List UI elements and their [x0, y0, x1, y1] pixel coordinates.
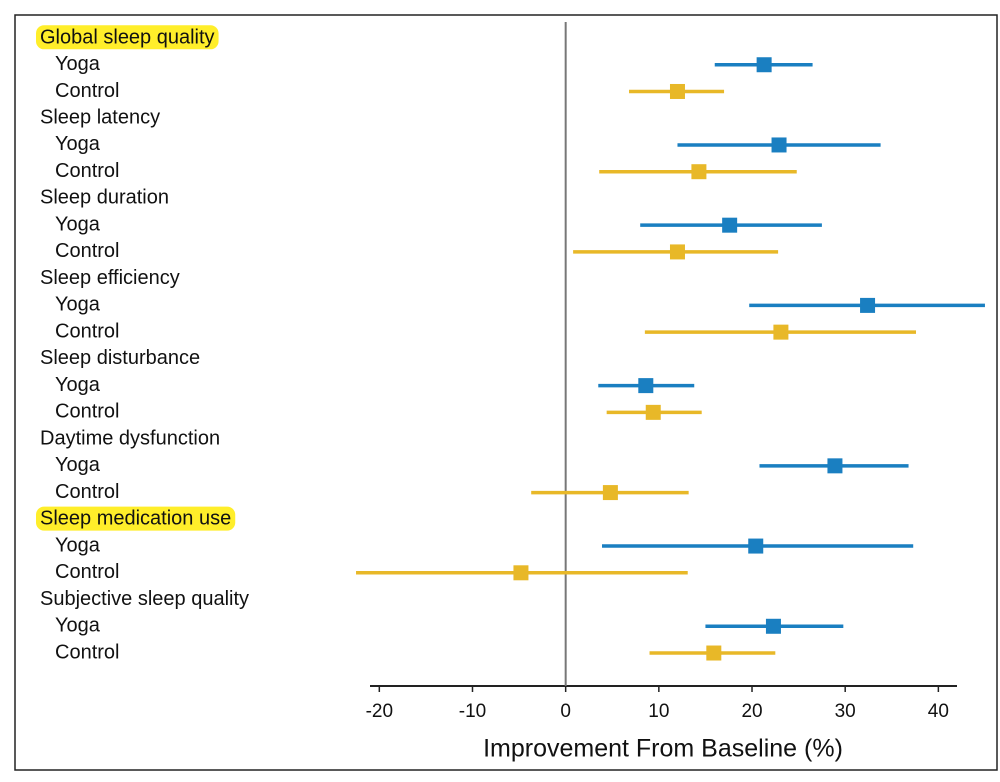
point-estimate	[756, 57, 772, 73]
group-label: Sleep efficiency	[40, 267, 180, 289]
point-estimate	[513, 565, 529, 581]
highlight	[36, 25, 219, 50]
point-estimate	[638, 378, 654, 394]
group-label: Daytime dysfunction	[40, 427, 220, 449]
point-estimate	[602, 485, 618, 501]
point-estimate	[645, 404, 661, 420]
point-estimate	[722, 217, 738, 233]
row-label: Control	[55, 481, 119, 503]
row-label: Control	[55, 80, 119, 102]
x-tick-label: 30	[835, 701, 856, 722]
group-label: Global sleep quality	[40, 26, 215, 48]
group-label: Sleep medication use	[40, 508, 231, 530]
group-label: Sleep latency	[40, 107, 160, 129]
row-label: Control	[55, 561, 119, 583]
point-estimate	[827, 458, 843, 474]
row-label: Control	[55, 641, 119, 663]
point-estimate	[748, 538, 764, 554]
row-label: Control	[55, 320, 119, 342]
x-tick-label: -10	[459, 701, 486, 722]
point-estimate	[691, 164, 707, 180]
group-label: Sleep duration	[40, 187, 169, 209]
row-label: Yoga	[55, 454, 101, 476]
row-label: Yoga	[55, 53, 101, 75]
group-label: Sleep disturbance	[40, 347, 200, 369]
point-estimate	[669, 244, 685, 260]
row-label: Yoga	[55, 294, 101, 316]
highlight-layer	[36, 25, 236, 531]
row-label: Control	[55, 160, 119, 182]
frame	[14, 14, 998, 771]
row-label: Yoga	[55, 133, 101, 155]
x-tick-label: -20	[366, 701, 393, 722]
row-label: Yoga	[55, 615, 101, 637]
x-tick-label: 10	[648, 701, 669, 722]
point-estimate	[706, 645, 722, 661]
row-label: Yoga	[55, 213, 101, 235]
x-tick-label: 40	[928, 701, 949, 722]
point-estimate	[860, 297, 876, 313]
x-tick-label: 20	[741, 701, 762, 722]
group-label: Subjective sleep quality	[40, 588, 249, 610]
point-estimate	[765, 618, 781, 634]
row-label: Yoga	[55, 534, 101, 556]
row-label: Yoga	[55, 374, 101, 396]
point-estimate	[773, 324, 789, 340]
row-label: Control	[55, 401, 119, 423]
row-label: Control	[55, 240, 119, 262]
x-tick-label: 0	[560, 701, 571, 722]
point-estimate	[771, 137, 787, 153]
point-estimate	[669, 83, 685, 99]
highlight	[36, 506, 236, 531]
x-axis-label: Improvement From Baseline (%)	[483, 735, 843, 763]
